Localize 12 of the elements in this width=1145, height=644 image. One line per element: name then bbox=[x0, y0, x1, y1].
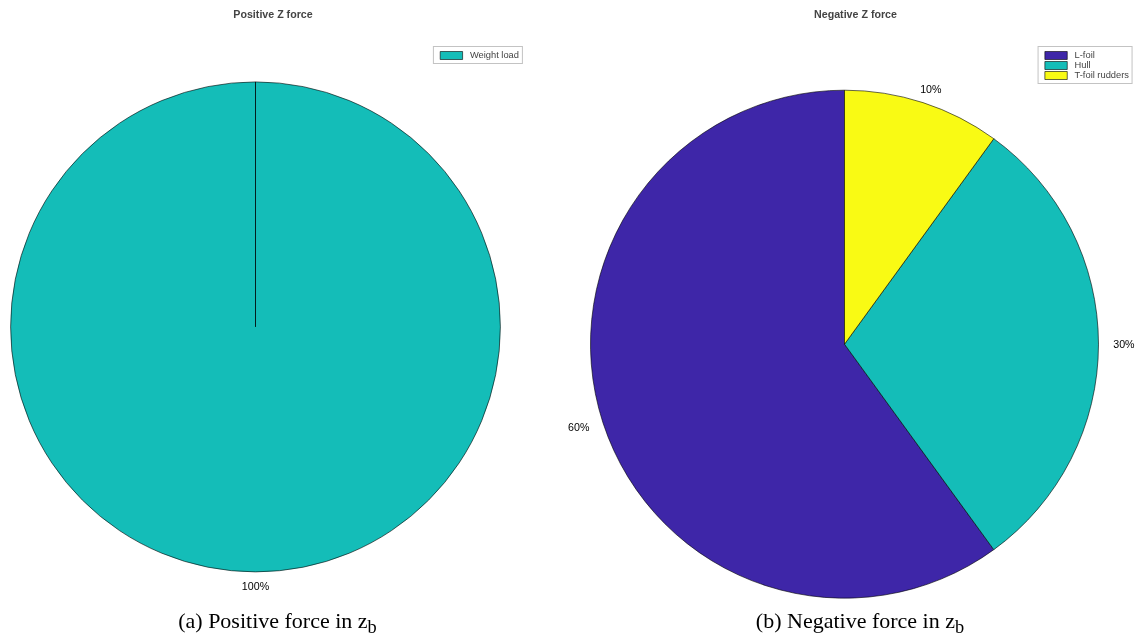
legend-label: T-foil rudders bbox=[1074, 70, 1129, 80]
data-label: 10% bbox=[920, 83, 943, 96]
text: (a) Positive force in z$_{b}$ bbox=[177, 607, 378, 640]
legend-label: Hull bbox=[1074, 60, 1092, 70]
data-label: 100% bbox=[241, 579, 270, 592]
legend-label: L-foil bbox=[1074, 50, 1095, 60]
chart-title: Positive Z force bbox=[233, 7, 313, 20]
legend-label: Weight load bbox=[469, 50, 519, 60]
data-label: 30% bbox=[1113, 338, 1136, 351]
chart-title: Negative Z force bbox=[814, 7, 898, 20]
text: (b) Negative force in z$_{b}$ bbox=[754, 607, 966, 640]
data-label: 60% bbox=[568, 421, 590, 434]
